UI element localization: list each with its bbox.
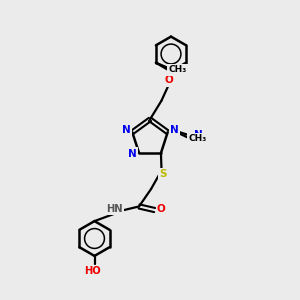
Text: CH₃: CH₃ [189,134,207,143]
Text: S: S [160,169,167,179]
Text: N: N [170,125,179,136]
Text: N: N [170,125,179,136]
Text: N: N [122,125,131,136]
Text: CH₃: CH₃ [168,65,187,74]
Text: HO: HO [84,266,101,276]
Text: N: N [128,148,137,159]
Text: N: N [194,130,203,140]
Text: O: O [157,204,166,214]
Text: HN: HN [106,203,123,214]
Text: O: O [164,75,173,85]
